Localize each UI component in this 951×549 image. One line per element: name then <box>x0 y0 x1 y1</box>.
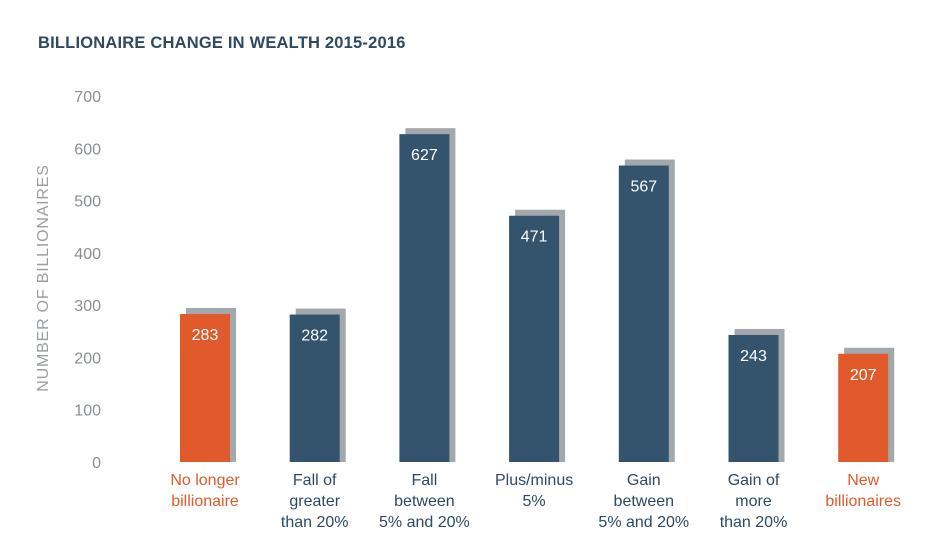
bar-value-label: 567 <box>630 179 657 196</box>
bar <box>399 134 450 462</box>
bar <box>289 314 340 462</box>
x-category-label: 5% and 20% <box>379 514 470 531</box>
x-category-label: New <box>847 472 879 489</box>
y-tick-label: 700 <box>74 89 101 106</box>
value-labels: 283 282 627 471 567 243 207 <box>192 147 877 384</box>
x-category-label: than 20% <box>281 514 349 531</box>
x-category-label: between <box>394 493 455 510</box>
x-category-label: Fall of <box>293 472 337 489</box>
x-category-label: Plus/minus <box>495 472 573 489</box>
x-category-label: 5% <box>523 493 546 510</box>
x-category-label: 5% and 20% <box>598 514 689 531</box>
x-category-label: between <box>614 493 675 510</box>
y-tick-label: 500 <box>74 194 101 211</box>
x-category-label: than 20% <box>720 514 788 531</box>
y-tick-label: 200 <box>74 350 101 367</box>
y-tick-label: 0 <box>92 455 101 472</box>
bar-value-label: 243 <box>740 348 767 365</box>
x-category-label: billionaire <box>171 493 239 510</box>
bar <box>618 165 669 463</box>
bar-value-label: 207 <box>850 367 877 384</box>
category-labels: No longer billionaire Fall of greater than 2… <box>170 472 901 531</box>
bar <box>838 353 889 462</box>
x-category-label: No longer <box>170 472 240 489</box>
x-category-label: Fall <box>412 472 438 489</box>
bar-value-label: 627 <box>411 147 438 164</box>
y-tick-label: 100 <box>74 403 101 420</box>
y-axis-ticks: 0 100 200 300 400 500 600 700 <box>74 89 101 472</box>
x-category-label: Gain of <box>728 472 780 489</box>
bar-value-label: 283 <box>192 327 219 344</box>
chart-title: BILLIONAIRE CHANGE IN WEALTH 2015-2016 <box>38 34 406 52</box>
bar-value-label: 282 <box>301 328 328 345</box>
x-category-label: billionaires <box>825 493 901 510</box>
bar-value-label: 471 <box>521 229 548 246</box>
x-category-label: more <box>735 493 772 510</box>
y-axis-label: NUMBER OF BILLIONAIRES <box>35 164 52 391</box>
y-tick-label: 400 <box>74 246 101 263</box>
x-category-label: Gain <box>627 472 661 489</box>
x-category-label: greater <box>289 493 340 510</box>
y-tick-label: 600 <box>74 141 101 158</box>
bars <box>180 128 895 463</box>
bar <box>509 215 560 462</box>
bar <box>180 314 230 462</box>
bar <box>728 334 779 462</box>
y-tick-label: 300 <box>74 298 101 315</box>
